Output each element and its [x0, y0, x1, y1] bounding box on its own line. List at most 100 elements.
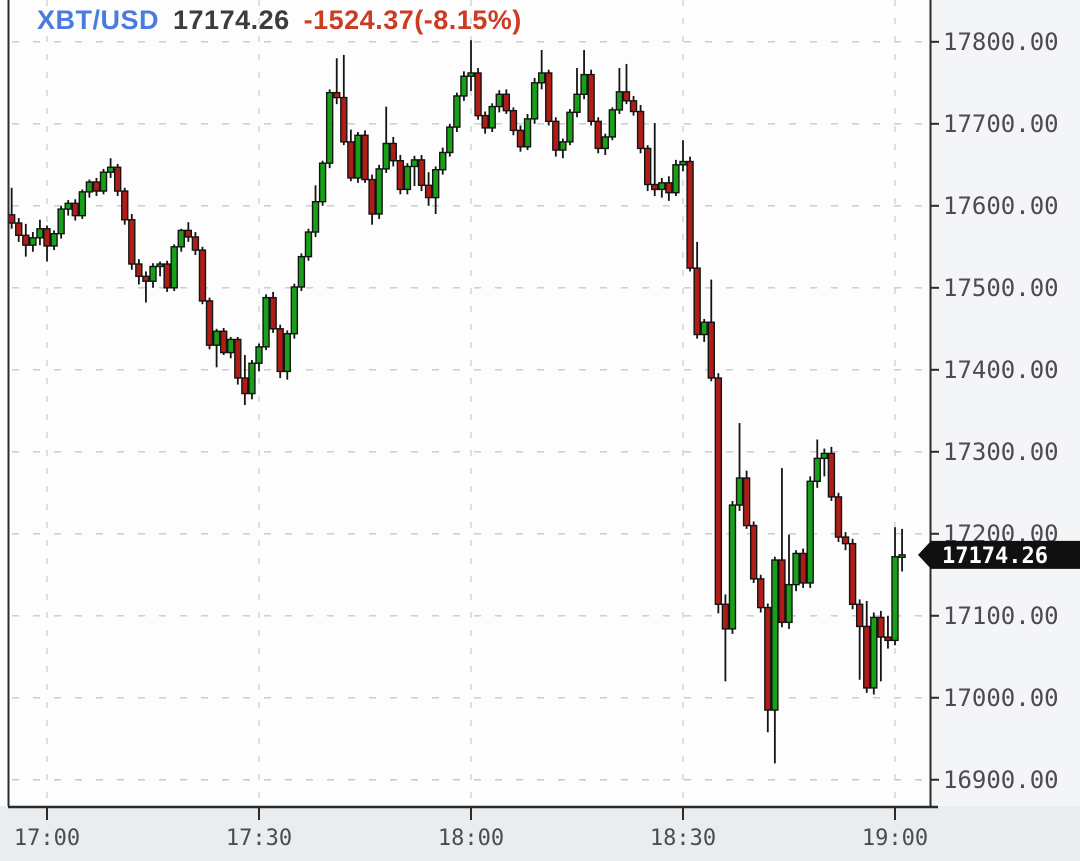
time-axis[interactable]: 17:00 17:30 18:00 18:30 19:00: [14, 807, 928, 851]
candle: [757, 574, 765, 613]
candle: [516, 125, 525, 152]
candle: [57, 205, 65, 239]
candle: [219, 327, 228, 356]
price-axis[interactable]: 17800.00 17700.00 17600.00 17500.00 17400.00…: [930, 28, 1059, 794]
candle: [333, 58, 341, 105]
candle: [36, 219, 44, 246]
plot-background[interactable]: [0, 0, 930, 806]
candle: [580, 50, 588, 100]
candle: [424, 172, 433, 206]
candle: [799, 548, 807, 588]
price-axis-column[interactable]: [931, 0, 1080, 806]
candle: [622, 63, 631, 105]
candles-layer[interactable]: [2, 40, 906, 764]
candle: [276, 324, 284, 378]
candle: [594, 117, 602, 154]
candle: [43, 225, 51, 262]
price-axis-label: 17000.00: [943, 684, 1059, 712]
candle: [615, 68, 624, 114]
candle: [177, 228, 185, 252]
candle: [728, 500, 737, 634]
candle: [410, 155, 419, 187]
last-price-tag: 17174.26: [918, 540, 1080, 569]
candle: [488, 103, 496, 133]
price-axis-label: 17800.00: [943, 28, 1059, 56]
price-axis-label: 17300.00: [943, 438, 1059, 466]
candle: [234, 336, 242, 385]
candle: [643, 145, 652, 192]
candle: [396, 154, 405, 195]
candle: [721, 594, 730, 682]
candle: [50, 230, 58, 251]
price-axis-label: 17500.00: [943, 274, 1059, 302]
candle: [262, 294, 270, 351]
candle: [545, 69, 553, 126]
candle: [92, 177, 101, 196]
candle: [841, 532, 850, 551]
candle: [714, 373, 723, 614]
candle: [269, 291, 277, 333]
candle: [891, 527, 899, 646]
candle: [566, 109, 574, 146]
candle: [742, 470, 751, 529]
price-axis-label: 17600.00: [943, 192, 1059, 220]
time-axis-label: 19:00: [862, 826, 928, 851]
axes-layer: [7, 0, 938, 809]
candle: [361, 130, 369, 183]
candle: [297, 253, 306, 292]
candle: [855, 599, 864, 680]
candle: [552, 117, 560, 157]
candle: [198, 246, 207, 305]
candle: [354, 132, 362, 183]
candle: [679, 140, 687, 172]
candle: [304, 228, 313, 261]
candle: [573, 68, 581, 118]
candle: [884, 615, 892, 649]
candle: [99, 168, 108, 195]
candle: [325, 89, 334, 169]
candle: [792, 550, 800, 592]
candle: [439, 147, 447, 175]
candle: [467, 40, 475, 92]
candle: [382, 106, 390, 174]
candle: [735, 423, 744, 511]
candle: [64, 200, 72, 216]
candle: [460, 71, 468, 101]
candle: [340, 54, 348, 146]
candle: [311, 185, 320, 237]
candle: [658, 177, 666, 198]
candle: [771, 556, 779, 764]
time-axis-label: 18:00: [438, 826, 504, 851]
candle: [672, 159, 680, 196]
candle: [375, 164, 383, 219]
candle: [749, 521, 758, 583]
price-axis-label: 16900.00: [943, 766, 1059, 794]
candle: [113, 163, 122, 196]
candle: [368, 174, 376, 225]
candle: [863, 601, 871, 693]
candle: [877, 610, 885, 682]
candle: [78, 189, 87, 219]
candle: [290, 283, 299, 339]
candle: [530, 77, 539, 124]
last-price-tag-text: 17174.26: [942, 544, 1048, 569]
time-axis-label: 17:00: [14, 826, 80, 851]
candle: [453, 92, 461, 133]
candle: [156, 261, 164, 277]
candle: [806, 476, 814, 588]
candle: [446, 123, 454, 157]
candle: [778, 468, 786, 628]
candle: [537, 50, 546, 90]
candle: [149, 263, 157, 288]
candle: [431, 166, 440, 215]
candle: [601, 133, 609, 155]
price-axis-label: 17700.00: [943, 110, 1059, 138]
candle: [184, 222, 193, 242]
time-axis-label: 18:30: [650, 826, 716, 851]
price-axis-label: 17100.00: [943, 602, 1059, 630]
candle: [870, 612, 878, 695]
candle: [834, 492, 843, 542]
